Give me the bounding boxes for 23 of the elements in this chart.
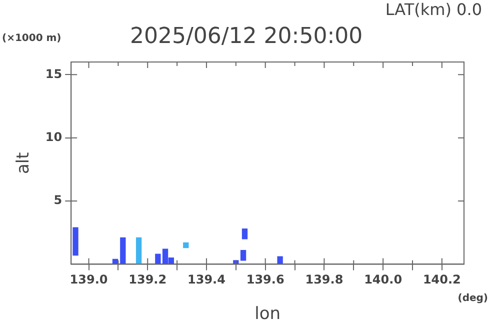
bar <box>240 250 246 261</box>
x-tick-label: 140.2 <box>422 272 461 287</box>
y-tick-label: 5 <box>54 193 62 208</box>
x-tick-label: 139.6 <box>246 272 284 287</box>
bar <box>277 256 283 264</box>
x-tick-label: 139.4 <box>187 272 226 287</box>
bar <box>72 227 78 256</box>
text: (deg) <box>458 293 488 304</box>
bar <box>183 242 189 248</box>
y-tick-label: 10 <box>45 130 62 144</box>
chart-subtitle: LAT(km) 0.0 <box>385 0 482 19</box>
bar <box>120 237 126 264</box>
y-axis-title: alt <box>14 152 34 174</box>
x-tick-label: 139.2 <box>128 272 167 287</box>
text: (×1000 m) <box>2 33 62 44</box>
chart-title: 2025/06/12 20:50:00 <box>130 24 363 49</box>
x-axis-title: lon <box>254 304 281 324</box>
y-tick-label: 15 <box>45 66 62 81</box>
x-tick-label: 139.0 <box>70 272 108 287</box>
bar <box>242 228 248 240</box>
x-tick-label: 139.8 <box>305 272 344 287</box>
bar <box>136 237 142 264</box>
x-tick-label: 140.0 <box>364 272 402 287</box>
